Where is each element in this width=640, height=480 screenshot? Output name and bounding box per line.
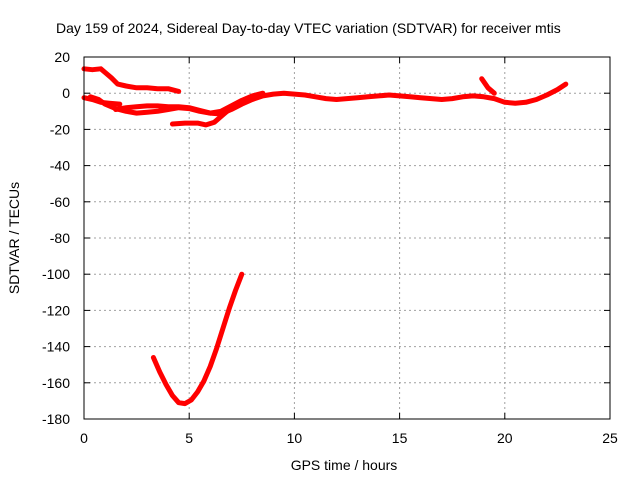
y-tick-label: -60 (50, 194, 70, 210)
y-tick-label: -180 (42, 411, 70, 427)
x-axis-label: GPS time / hours (291, 457, 398, 473)
y-tick-label: -80 (50, 230, 70, 246)
series-line-1 (81, 66, 182, 94)
x-tick-label: 15 (392, 430, 408, 446)
x-tick-label: 5 (185, 430, 193, 446)
grid-lines (83, 56, 611, 420)
x-tick-label: 20 (497, 430, 513, 446)
y-tick-label: -140 (42, 339, 70, 355)
chart-title: Day 159 of 2024, Sidereal Day-to-day VTE… (56, 20, 561, 36)
series-line-7 (150, 271, 245, 407)
y-tick-labels: 20 0 -20 -40 -60 -80 -100 -120 -140 -160 -180 (42, 49, 70, 427)
y-tick-label: 0 (62, 85, 70, 101)
plot-series (81, 66, 569, 407)
x-tick-labels: 0 5 10 15 20 25 (80, 430, 618, 446)
y-tick-label: -100 (42, 266, 70, 282)
series-line-5 (169, 105, 234, 128)
y-tick-label: -20 (50, 121, 70, 137)
y-axis-label: SDTVAR / TECUs (6, 182, 22, 294)
y-tick-label: 20 (54, 49, 70, 65)
y-tick-label: -40 (50, 158, 70, 174)
y-tick-label: -160 (42, 375, 70, 391)
plot-frame (83, 56, 611, 420)
series-line-6 (479, 76, 497, 96)
y-tick-label: -120 (42, 302, 70, 318)
x-tick-label: 10 (287, 430, 303, 446)
x-tick-label: 0 (80, 430, 88, 446)
series-line-4 (113, 81, 569, 117)
x-tick-label: 25 (602, 430, 618, 446)
